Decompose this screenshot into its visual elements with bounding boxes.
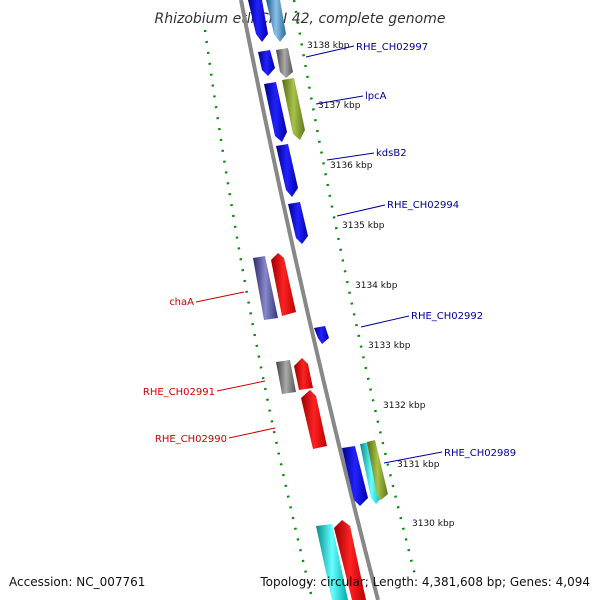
tick-label: 3138 kbp bbox=[307, 41, 350, 51]
gene-label[interactable]: RHE_CH02992 bbox=[411, 311, 483, 322]
tick-label: 3130 kbp bbox=[412, 519, 455, 529]
gene-arrow-reverse[interactable] bbox=[301, 390, 327, 449]
gene-label[interactable]: RHE_CH02991 bbox=[143, 387, 215, 398]
gene-arrow-reverse[interactable] bbox=[253, 256, 278, 320]
gene-arrow-forward[interactable] bbox=[248, 0, 268, 42]
gene-arrow-forward[interactable] bbox=[276, 144, 298, 197]
gene-arrow-reverse[interactable] bbox=[316, 524, 348, 600]
genome-backbone bbox=[239, 0, 380, 600]
genome-summary-text: Topology: circular; Length: 4,381,608 bp… bbox=[259, 575, 590, 589]
outer-dotted-ring bbox=[292, 0, 417, 576]
leader-line bbox=[315, 95, 364, 105]
leader-line bbox=[228, 427, 276, 439]
gene-arrow-reverse[interactable] bbox=[276, 360, 296, 394]
leader-line bbox=[305, 45, 355, 58]
gene-arrow-reverse[interactable] bbox=[294, 358, 313, 390]
gene-label[interactable]: kdsB2 bbox=[376, 148, 407, 159]
reverse-strand-genes bbox=[253, 253, 366, 600]
tick-label: 3134 kbp bbox=[355, 281, 398, 291]
gene-arrow-reverse[interactable] bbox=[271, 253, 296, 316]
gene-arrow-forward[interactable] bbox=[282, 78, 305, 140]
tick-label: 3132 kbp bbox=[383, 401, 426, 411]
leader-line bbox=[383, 451, 443, 464]
gene-label[interactable]: RHE_CH02989 bbox=[444, 448, 516, 459]
map-title: Rhizobium etli CFN 42, complete genome bbox=[155, 11, 446, 27]
gene-arrow-forward[interactable] bbox=[342, 446, 368, 506]
gene-label[interactable]: RHE_CH02997 bbox=[356, 42, 428, 53]
tick-label: 3133 kbp bbox=[368, 341, 411, 351]
gene-arrow-forward[interactable] bbox=[258, 50, 275, 76]
leader-line bbox=[195, 291, 245, 303]
leader-line bbox=[326, 152, 375, 161]
gene-label[interactable]: lpcA bbox=[365, 91, 387, 102]
kbp-tick-labels: 3138 kbp 3137 kbp 3136 kbp 3135 kbp 3134… bbox=[307, 41, 455, 529]
gene-arrow-forward[interactable] bbox=[367, 440, 388, 500]
reverse-gene-labels: chaA RHE_CH02991 RHE_CH02990 bbox=[143, 291, 276, 445]
tick-label: 3131 kbp bbox=[397, 460, 440, 470]
tick-label: 3137 kbp bbox=[318, 101, 361, 111]
tick-label: 3135 kbp bbox=[342, 221, 385, 231]
gene-arrow-forward[interactable] bbox=[276, 48, 293, 78]
gene-label[interactable]: RHE_CH02994 bbox=[387, 200, 459, 211]
forward-gene-labels: RHE_CH02997 lpcA kdsB2 RHE_CH02994 RHE_C… bbox=[305, 42, 516, 464]
gene-arrow-forward[interactable] bbox=[314, 326, 329, 344]
gene-arrow-reverse[interactable] bbox=[334, 520, 366, 600]
leader-line bbox=[216, 380, 266, 392]
gene-arrow-forward[interactable] bbox=[266, 0, 286, 42]
gene-arrow-forward[interactable] bbox=[288, 202, 308, 244]
gene-label[interactable]: RHE_CH02990 bbox=[155, 434, 227, 445]
gene-label[interactable]: chaA bbox=[169, 297, 194, 308]
leader-line bbox=[336, 204, 386, 217]
forward-strand-genes bbox=[248, 0, 388, 506]
leader-line bbox=[360, 315, 410, 328]
accession-text: Accession: NC_007761 bbox=[9, 575, 145, 589]
tick-label: 3136 kbp bbox=[330, 161, 373, 171]
gene-arrow-forward[interactable] bbox=[264, 82, 287, 142]
